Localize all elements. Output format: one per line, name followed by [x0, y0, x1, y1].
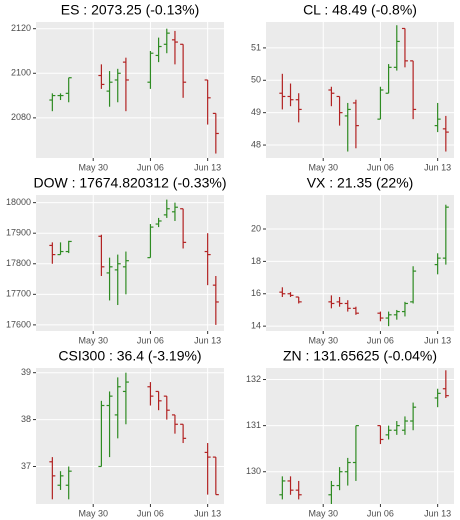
chart-title: CL : 48.49 (-0.8%)	[303, 2, 417, 18]
x-tick-label: Jun 13	[424, 162, 451, 172]
chart-title: CSI300 : 36.4 (-3.19%)	[58, 348, 201, 364]
chart-title: ZN : 131.65625 (-0.04%)	[283, 348, 437, 364]
y-tick-label: 17900	[6, 228, 31, 238]
x-tick-label: Jun 06	[367, 508, 394, 518]
y-tick-label: 48	[251, 139, 261, 149]
x-tick-label: May 30	[78, 162, 108, 172]
y-tick-label: 131	[246, 420, 261, 430]
y-tick-label: 51	[251, 42, 261, 52]
chart-title: VX : 21.35 (22%)	[307, 175, 414, 191]
x-tick-label: May 30	[308, 335, 338, 345]
plot-background	[266, 195, 454, 331]
plot-background	[36, 368, 224, 504]
y-tick-label: 17700	[6, 289, 31, 299]
y-tick-label: 20	[251, 223, 261, 233]
y-tick-label: 2120	[11, 23, 31, 33]
x-tick-label: Jun 06	[137, 508, 164, 518]
x-tick-label: May 30	[308, 508, 338, 518]
chart-title: ES : 2073.25 (-0.13%)	[61, 2, 200, 18]
y-tick-label: 2080	[11, 112, 31, 122]
x-tick-label: Jun 13	[194, 162, 221, 172]
x-tick-label: Jun 13	[194, 335, 221, 345]
chart-title: DOW : 17674.820312 (-0.33%)	[34, 175, 227, 191]
y-tick-label: 130	[246, 466, 261, 476]
y-tick-label: 39	[21, 367, 31, 377]
y-tick-label: 16	[251, 288, 261, 298]
y-tick-label: 14	[251, 321, 261, 331]
x-tick-label: May 30	[78, 335, 108, 345]
y-tick-label: 18	[251, 256, 261, 266]
x-tick-label: Jun 13	[424, 335, 451, 345]
plot-background	[266, 368, 454, 504]
x-tick-label: Jun 06	[367, 335, 394, 345]
y-tick-label: 17600	[6, 319, 31, 329]
y-tick-label: 37	[21, 461, 31, 471]
x-tick-label: Jun 06	[137, 162, 164, 172]
y-tick-label: 2100	[11, 68, 31, 78]
plot-background	[36, 195, 224, 331]
y-tick-label: 49	[251, 107, 261, 117]
x-tick-label: Jun 13	[194, 508, 221, 518]
y-tick-label: 132	[246, 374, 261, 384]
x-tick-label: Jun 06	[137, 335, 164, 345]
x-tick-label: Jun 06	[367, 162, 394, 172]
x-tick-label: May 30	[78, 508, 108, 518]
x-tick-label: Jun 13	[424, 508, 451, 518]
y-tick-label: 18000	[6, 197, 31, 207]
plot-background	[36, 22, 224, 158]
y-tick-label: 38	[21, 414, 31, 424]
x-tick-label: May 30	[308, 162, 338, 172]
plot-background	[266, 22, 454, 158]
y-tick-label: 17800	[6, 258, 31, 268]
y-tick-label: 50	[251, 75, 261, 85]
